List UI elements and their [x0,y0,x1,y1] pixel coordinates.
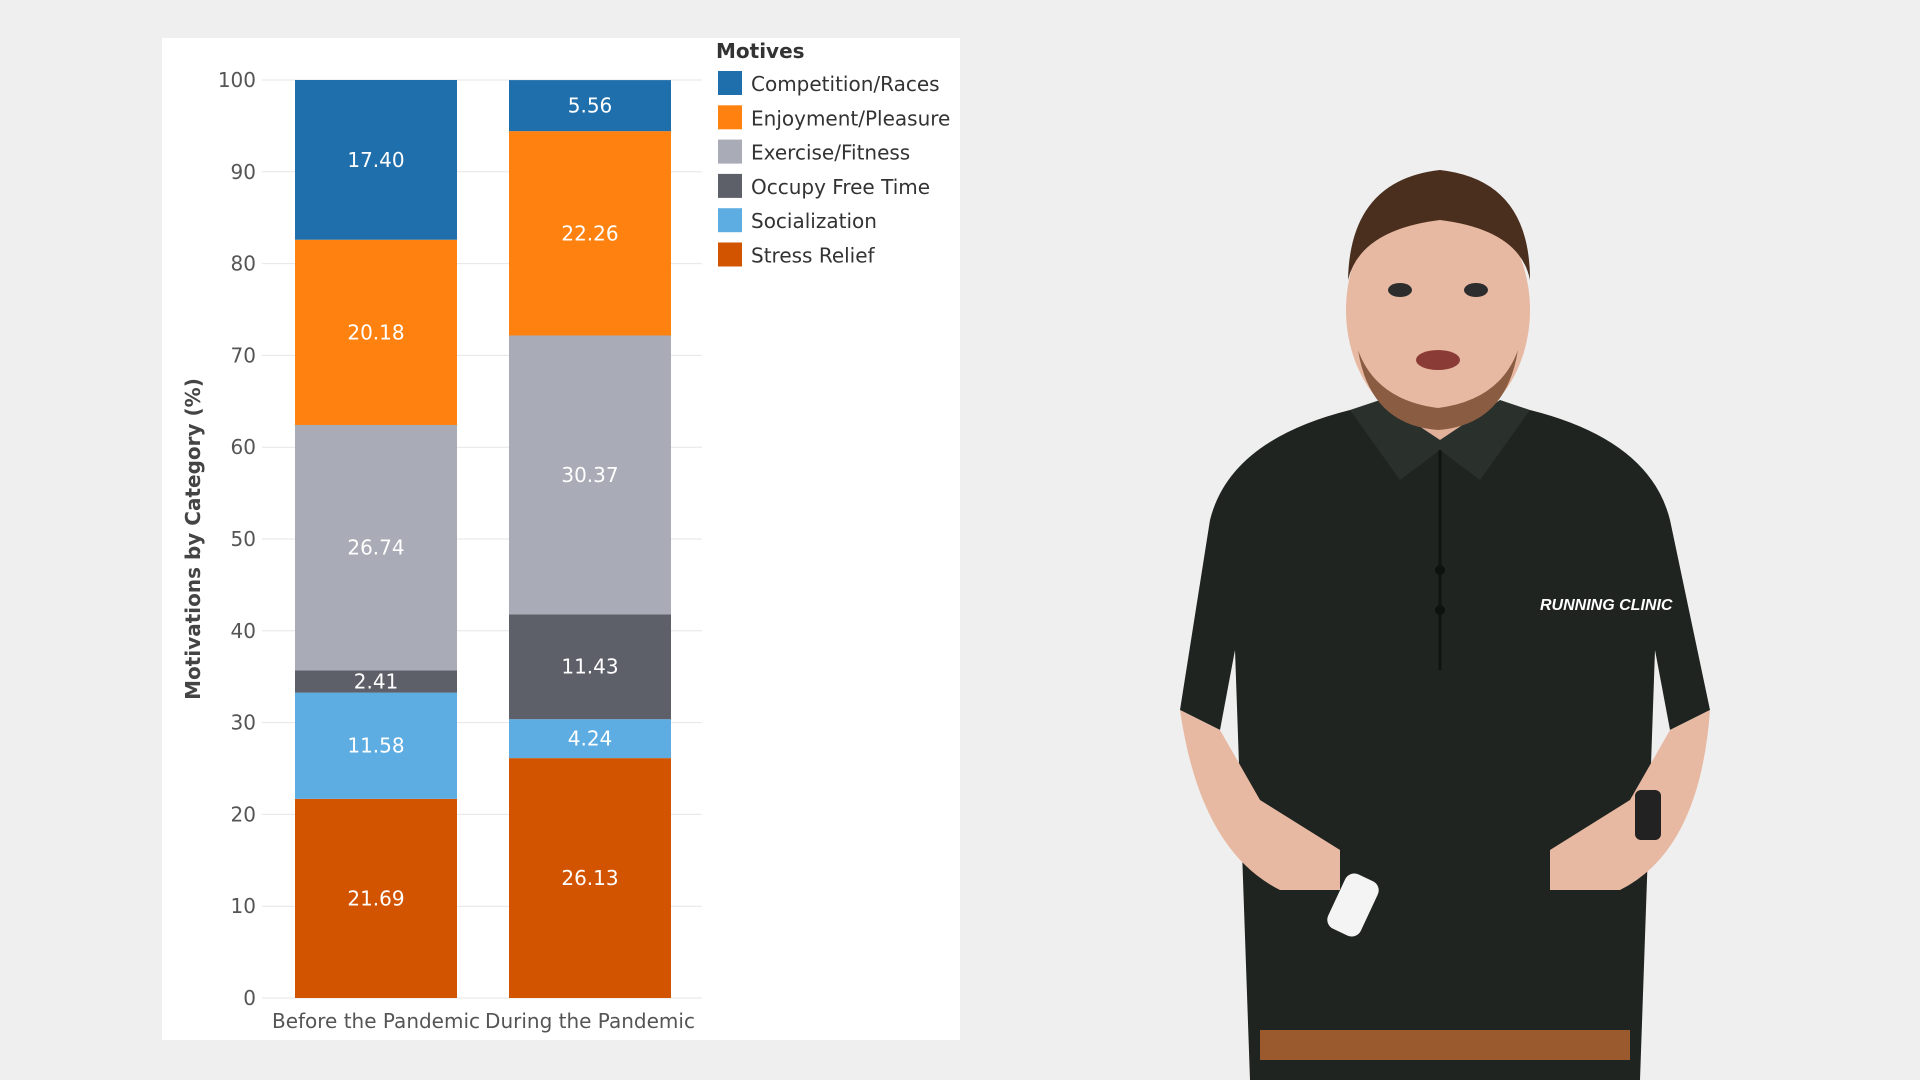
data-label: 17.40 [347,148,404,172]
y-tick-label: 50 [231,527,256,551]
y-tick-label: 10 [231,894,256,918]
x-tick-label: Before the Pandemic [272,1009,480,1033]
y-tick-label: 90 [231,160,256,184]
y-tick-label: 100 [218,68,256,92]
data-label: 21.69 [347,886,404,910]
wristwatch [1635,790,1661,840]
legend-swatch [718,208,742,233]
legend-swatch [718,173,742,198]
shirt-button [1435,565,1445,575]
y-tick-label: 80 [231,252,256,276]
bar-segment [509,614,671,720]
bar-segment [295,424,457,671]
legend-item: Stress Relief [751,244,876,268]
data-label: 26.13 [561,866,618,890]
presenter-belt [1260,1030,1630,1060]
presenter-left-arm [1180,710,1340,890]
presenter-collar [1350,400,1530,480]
data-label: 20.18 [347,320,404,344]
shirt-button [1435,605,1445,615]
bar-segment [295,670,457,693]
presenter-head [1346,192,1530,428]
legend-item: Competition/Races [751,72,940,96]
legend-item: Enjoyment/Pleasure [751,106,950,130]
y-tick-label: 70 [231,343,256,367]
legend-swatch [718,139,742,164]
bar-segment [509,131,671,336]
data-label: 26.74 [347,536,404,560]
presenter-mouth [1416,350,1460,370]
data-label: 11.43 [561,655,618,679]
y-axis-label: Motivations by Category (%) [181,378,205,700]
data-label: 2.41 [354,670,399,694]
data-label: 11.58 [347,734,404,758]
presenter-beard [1358,350,1518,430]
y-tick-label: 40 [231,619,256,643]
legend-item: Socialization [751,209,877,233]
bar-segment [295,80,457,240]
presenter-shirt [1180,410,1710,1080]
y-tick-label: 30 [231,711,256,735]
chart-panel: 0 10 20 30 40 50 60 70 80 90 100 Motivations by Cat… [162,38,960,1040]
legend-item: Exercise/Fitness [751,141,910,165]
presenter-hair [1348,170,1530,280]
legend-swatch [718,105,742,130]
y-tick-label: 0 [243,986,256,1010]
bar-segment [295,798,457,998]
data-label: 4.24 [568,727,613,751]
bar-segment [295,692,457,799]
legend-swatch [718,242,742,267]
presenter-image: RUNNING CLINIC [1180,170,1710,1080]
bar-segment [509,719,671,759]
legend-item: Occupy Free Time [751,175,930,199]
stacked-bar-chart: 0 10 20 30 40 50 60 70 80 90 100 Motivations by Cat… [181,39,950,1033]
shirt-logo: RUNNING CLINIC [1540,597,1673,614]
x-tick-label: During the Pandemic [485,1009,695,1033]
bar-segment [509,758,671,998]
legend-title: Motives [716,39,805,63]
y-tick-label: 60 [231,435,256,459]
data-label: 30.37 [561,463,618,487]
presenter-eye [1464,283,1488,297]
presenter-eye [1388,283,1412,297]
presenter-remote [1327,873,1379,937]
y-tick-label: 20 [231,802,256,826]
data-label: 22.26 [561,221,618,245]
presenter-right-arm [1550,710,1710,890]
bar-segment [509,80,671,132]
bar-segment [509,335,671,615]
bar-segment [295,239,457,425]
data-label: 5.56 [568,94,613,118]
legend-swatch [718,71,742,95]
